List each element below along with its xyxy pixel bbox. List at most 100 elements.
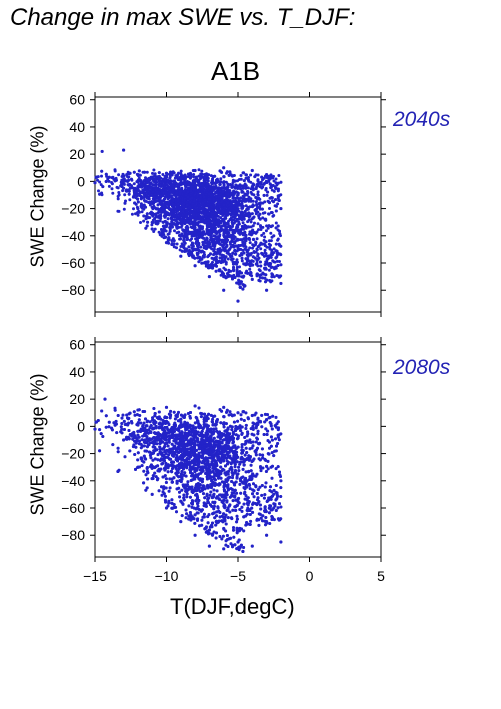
data-point xyxy=(157,171,161,175)
data-point xyxy=(160,189,164,193)
data-point xyxy=(221,218,225,221)
data-point xyxy=(178,237,182,241)
data-point xyxy=(219,180,223,184)
data-point xyxy=(264,218,268,222)
data-point xyxy=(265,261,269,265)
data-point xyxy=(100,149,104,154)
data-point xyxy=(160,210,164,214)
data-point xyxy=(199,195,203,199)
data-point xyxy=(270,211,274,215)
data-point xyxy=(195,222,199,226)
data-point xyxy=(247,199,251,203)
data-point xyxy=(247,225,251,229)
data-point xyxy=(111,191,115,195)
data-point xyxy=(163,200,167,204)
data-point xyxy=(136,206,140,211)
data-point xyxy=(226,257,230,261)
data-point xyxy=(176,209,179,213)
data-point xyxy=(235,258,239,262)
data-point xyxy=(230,191,234,195)
data-point xyxy=(183,173,187,177)
data-point xyxy=(242,274,246,278)
data-point xyxy=(175,242,179,246)
data-point xyxy=(268,182,272,186)
data-point xyxy=(202,236,205,240)
data-point xyxy=(93,181,97,185)
data-point xyxy=(193,247,197,252)
data-point xyxy=(210,247,214,251)
data-point xyxy=(251,246,254,250)
data-point xyxy=(241,248,245,252)
data-point xyxy=(225,244,229,248)
data-point xyxy=(279,206,283,211)
data-point xyxy=(213,216,217,220)
data-point xyxy=(241,221,245,225)
data-point xyxy=(255,202,259,206)
data-point xyxy=(164,225,168,229)
data-point xyxy=(221,210,225,214)
data-point xyxy=(145,170,149,174)
data-point xyxy=(205,238,209,242)
data-point xyxy=(203,212,207,216)
data-point xyxy=(229,212,233,216)
data-point xyxy=(231,225,234,228)
data-point xyxy=(210,223,214,227)
data-point xyxy=(239,177,243,181)
data-point xyxy=(213,245,216,248)
data-point xyxy=(242,171,246,175)
data-point xyxy=(242,217,246,221)
data-point xyxy=(190,221,194,225)
data-point xyxy=(244,224,248,228)
data-point xyxy=(279,281,283,286)
data-point xyxy=(202,195,206,199)
data-point xyxy=(162,204,166,208)
data-point xyxy=(278,260,281,263)
data-point xyxy=(209,238,212,242)
data-point xyxy=(179,211,183,214)
data-point xyxy=(269,225,273,229)
data-point xyxy=(231,277,234,281)
data-point xyxy=(223,198,227,202)
data-point xyxy=(263,276,267,280)
data-point xyxy=(165,222,169,226)
data-point xyxy=(218,256,222,260)
data-point xyxy=(223,240,227,244)
data-point xyxy=(190,196,194,200)
data-point xyxy=(195,229,198,232)
data-point xyxy=(274,249,278,253)
data-point xyxy=(166,211,170,215)
data-point xyxy=(145,178,149,182)
data-point xyxy=(251,182,255,186)
y-tick-label: 60 xyxy=(69,337,85,353)
data-point xyxy=(163,185,167,189)
data-point xyxy=(207,275,211,279)
data-point xyxy=(257,278,261,282)
data-point xyxy=(279,253,283,257)
data-point xyxy=(246,178,250,182)
data-point xyxy=(132,170,136,174)
data-point xyxy=(218,183,222,186)
data-point xyxy=(127,183,131,187)
data-point xyxy=(201,255,205,259)
data-point xyxy=(269,185,273,189)
data-point xyxy=(279,263,283,267)
x-tick-label: −10 xyxy=(155,568,179,584)
data-point xyxy=(188,200,192,204)
data-point xyxy=(197,231,201,235)
data-point xyxy=(276,224,280,228)
data-point xyxy=(179,225,183,229)
data-point xyxy=(169,212,173,216)
data-point xyxy=(263,248,267,252)
data-point xyxy=(122,207,126,211)
data-point xyxy=(207,200,211,204)
data-point xyxy=(229,234,233,237)
data-point xyxy=(251,263,255,267)
data-point xyxy=(266,257,269,261)
data-point xyxy=(126,179,130,183)
data-point xyxy=(237,220,241,224)
data-point xyxy=(185,203,189,207)
data-point xyxy=(139,221,142,224)
data-point xyxy=(246,220,250,224)
data-point xyxy=(250,277,254,281)
data-point xyxy=(276,202,280,206)
